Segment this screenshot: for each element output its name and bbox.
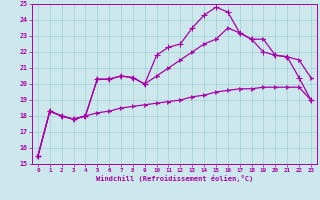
X-axis label: Windchill (Refroidissement éolien,°C): Windchill (Refroidissement éolien,°C) xyxy=(96,175,253,182)
